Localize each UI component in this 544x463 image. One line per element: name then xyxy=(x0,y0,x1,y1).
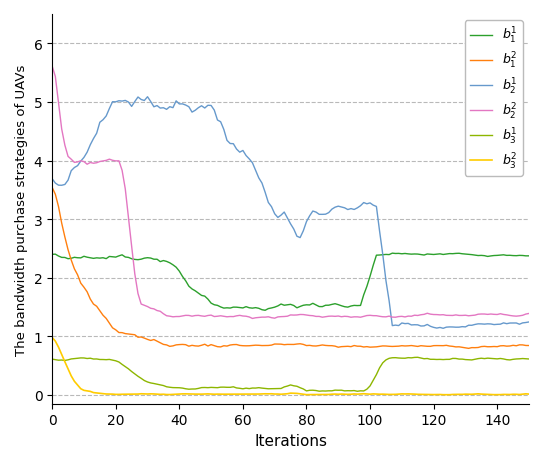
$b_3^1$ xyxy=(338,388,345,393)
$b_2^1$ xyxy=(526,319,532,325)
$b_1^2$ xyxy=(49,185,55,191)
$b_2^1$ xyxy=(220,127,227,133)
Line: $b_1^1$: $b_1^1$ xyxy=(52,254,529,311)
$b_2^2$ xyxy=(284,314,290,319)
$b_1^2$ xyxy=(465,346,472,351)
$b_2^2$ xyxy=(386,314,392,319)
$b_1^1$ xyxy=(523,254,529,259)
$b_1^2$ xyxy=(338,344,345,350)
$b_2^2$ xyxy=(354,314,361,320)
$b_3^2$ xyxy=(338,391,345,397)
$b_1^1$ xyxy=(341,304,348,310)
$b_2^2$ xyxy=(341,314,348,319)
$b_1^2$ xyxy=(526,343,532,349)
$b_3^1$ xyxy=(526,357,532,362)
Line: $b_1^2$: $b_1^2$ xyxy=(52,188,529,349)
$b_3^2$ xyxy=(382,392,389,397)
$b_2^2$ xyxy=(526,311,532,317)
Y-axis label: The bandwidth purchase strategies of UAVs: The bandwidth purchase strategies of UAV… xyxy=(15,64,28,355)
Legend: $b_1^1$, $b_1^2$, $b_2^1$, $b_2^2$, $b_3^1$, $b_3^2$: $b_1^1$, $b_1^2$, $b_2^1$, $b_2^2$, $b_3… xyxy=(465,21,523,176)
$b_1^1$ xyxy=(218,305,224,310)
$b_3^1$ xyxy=(354,388,361,394)
$b_3^1$ xyxy=(351,388,357,394)
$b_3^1$ xyxy=(415,355,421,360)
$b_2^1$ xyxy=(354,206,361,211)
$b_2^1$ xyxy=(341,206,348,211)
$b_3^2$ xyxy=(49,335,55,340)
$b_1^1$ xyxy=(389,251,395,257)
$b_1^1$ xyxy=(526,254,532,259)
$b_3^1$ xyxy=(281,384,287,390)
$b_2^2$ xyxy=(520,313,526,319)
$b_3^1$ xyxy=(218,385,224,390)
$b_1^1$ xyxy=(284,302,290,308)
$b_3^2$ xyxy=(351,391,357,397)
$b_3^2$ xyxy=(443,392,449,398)
$b_1^1$ xyxy=(354,303,361,309)
$b_2^1$ xyxy=(440,326,447,332)
$b_3^1$ xyxy=(523,356,529,362)
$b_3^2$ xyxy=(526,391,532,397)
$b_2^1$ xyxy=(523,320,529,325)
$b_3^2$ xyxy=(520,392,526,397)
$b_3^1$ xyxy=(386,356,392,361)
Line: $b_3^2$: $b_3^2$ xyxy=(52,338,529,395)
$b_2^1$ xyxy=(49,176,55,182)
X-axis label: Iterations: Iterations xyxy=(254,433,327,448)
$b_1^2$ xyxy=(382,344,389,349)
$b_3^2$ xyxy=(281,391,287,397)
Line: $b_2^1$: $b_2^1$ xyxy=(52,98,529,329)
$b_2^1$ xyxy=(386,298,392,304)
$b_1^2$ xyxy=(520,342,526,348)
$b_2^2$ xyxy=(49,64,55,70)
$b_3^2$ xyxy=(218,392,224,397)
$b_1^2$ xyxy=(351,343,357,349)
$b_1^1$ xyxy=(262,308,268,313)
$b_3^1$ xyxy=(49,357,55,362)
$b_2^1$ xyxy=(284,216,290,221)
$b_1^2$ xyxy=(281,342,287,348)
$b_2^2$ xyxy=(249,316,256,321)
$b_2^2$ xyxy=(218,313,224,319)
Line: $b_2^2$: $b_2^2$ xyxy=(52,67,529,319)
Line: $b_3^1$: $b_3^1$ xyxy=(52,357,529,391)
$b_1^1$ xyxy=(386,252,392,258)
$b_2^1$ xyxy=(144,95,151,100)
$b_1^1$ xyxy=(49,252,55,257)
$b_1^2$ xyxy=(218,344,224,350)
